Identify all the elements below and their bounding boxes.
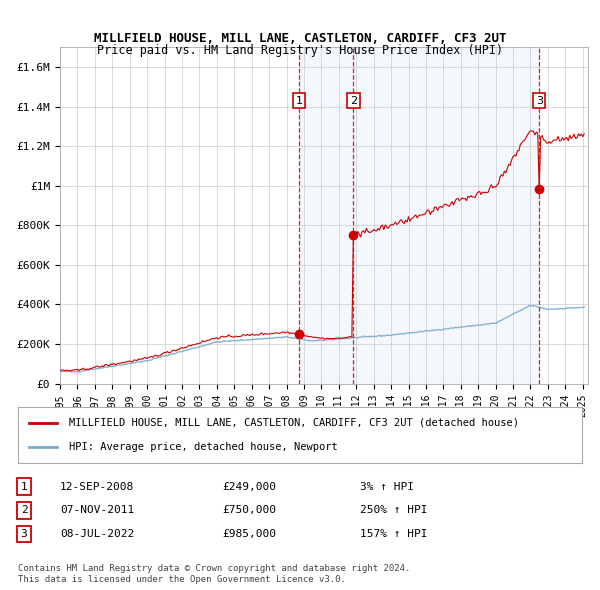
Text: This data is licensed under the Open Government Licence v3.0.: This data is licensed under the Open Gov… [18,575,346,584]
Text: 07-NOV-2011: 07-NOV-2011 [60,506,134,515]
Text: 1: 1 [295,96,302,106]
Text: 1: 1 [20,482,28,491]
Text: HPI: Average price, detached house, Newport: HPI: Average price, detached house, Newp… [69,442,338,453]
Text: 250% ↑ HPI: 250% ↑ HPI [360,506,427,515]
Text: 12-SEP-2008: 12-SEP-2008 [60,482,134,491]
Text: £985,000: £985,000 [222,529,276,539]
Text: 3% ↑ HPI: 3% ↑ HPI [360,482,414,491]
Text: £750,000: £750,000 [222,506,276,515]
Bar [299,47,539,384]
Text: 3: 3 [20,529,28,539]
Text: Contains HM Land Registry data © Crown copyright and database right 2024.: Contains HM Land Registry data © Crown c… [18,565,410,573]
Text: Price paid vs. HM Land Registry's House Price Index (HPI): Price paid vs. HM Land Registry's House … [97,44,503,57]
Text: MILLFIELD HOUSE, MILL LANE, CASTLETON, CARDIFF, CF3 2UT (detached house): MILLFIELD HOUSE, MILL LANE, CASTLETON, C… [69,418,519,428]
Text: MILLFIELD HOUSE, MILL LANE, CASTLETON, CARDIFF, CF3 2UT: MILLFIELD HOUSE, MILL LANE, CASTLETON, C… [94,32,506,45]
Text: 157% ↑ HPI: 157% ↑ HPI [360,529,427,539]
Text: £249,000: £249,000 [222,482,276,491]
Text: 2: 2 [350,96,357,106]
Text: 3: 3 [536,96,543,106]
Text: 2: 2 [20,506,28,515]
Text: 08-JUL-2022: 08-JUL-2022 [60,529,134,539]
